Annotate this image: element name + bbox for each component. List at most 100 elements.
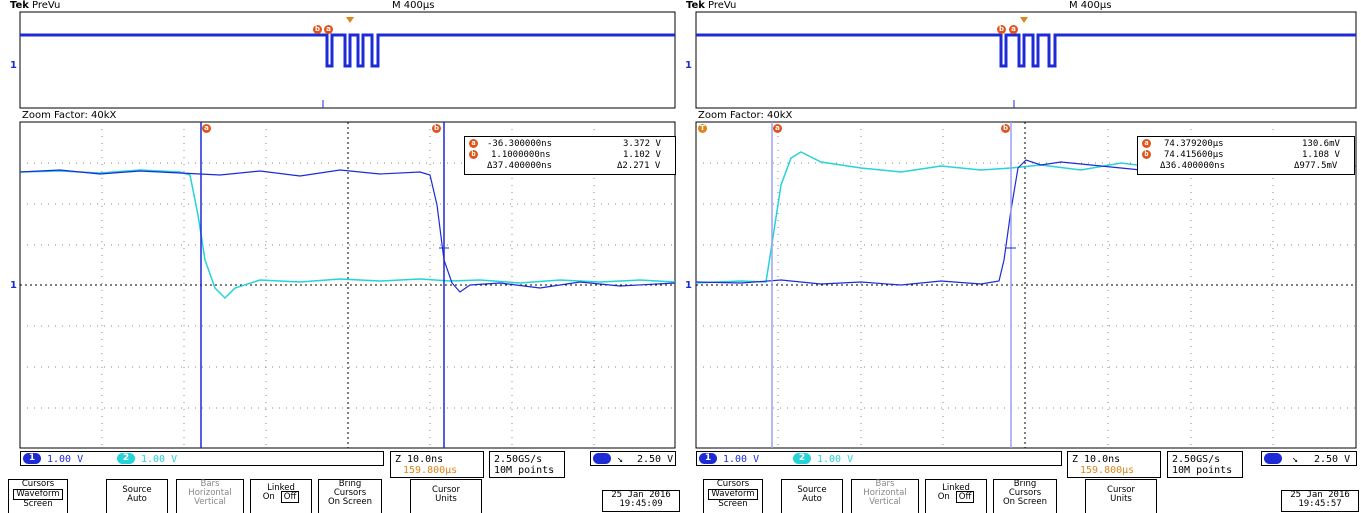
zoom-time: Z 10.0ns	[395, 454, 444, 465]
mode-label: PreVu	[708, 0, 737, 11]
overview-cursor-b-marker: b	[313, 25, 322, 34]
ch1-ground-icon: 1	[10, 280, 17, 291]
softkey-label: Bars	[875, 479, 895, 489]
ch1-scale: 1.00 V	[723, 454, 760, 465]
softkey-label: On Screen	[327, 497, 372, 507]
ch1-ground-icon: 1	[685, 280, 692, 291]
softkey-label: Vertical	[869, 497, 901, 507]
trigger-level: 2.50 V	[1314, 454, 1351, 465]
channel-settings-bar[interactable]: 1 1.00 V 2 1.00 V	[696, 451, 1062, 466]
softkey-label: Vertical	[194, 497, 226, 507]
linked-on-option[interactable]: On	[937, 492, 950, 502]
timebase-label: M 400µs	[1069, 0, 1112, 11]
ch1-overview-ground-icon: 1	[10, 60, 17, 71]
cursor-b-marker[interactable]: b	[432, 124, 441, 133]
bring-cursors-softkey[interactable]: Bring Cursors On Screen	[993, 479, 1057, 513]
trigger-position: 159.800µs	[403, 465, 458, 476]
softkey-label: Horizontal	[188, 488, 232, 498]
overview-cursor-a-marker: a	[324, 25, 333, 34]
bars-softkey[interactable]: Bars Horizontal Vertical	[851, 479, 919, 513]
linked-softkey[interactable]: Linked On Off	[250, 479, 312, 513]
bars-softkey[interactable]: Bars Horizontal Vertical	[176, 479, 244, 513]
readout-a-icon: a	[469, 139, 478, 148]
softkey-label: Bars	[200, 479, 220, 489]
zoom-factor-label: Zoom Factor: 40kX	[698, 110, 793, 121]
horizontal-settings[interactable]: Z 10.0ns 159.800µs	[390, 451, 484, 478]
date-label: 25 Jan 2016	[611, 490, 671, 500]
cursor-b-marker[interactable]: b	[1001, 124, 1010, 133]
record-length: 10M points	[494, 465, 555, 476]
ch1-badge: 1	[23, 453, 41, 464]
timebase-label: M 400µs	[392, 0, 435, 11]
ch1-badge: 1	[699, 453, 717, 464]
readout-b-icon: b	[1142, 150, 1151, 159]
softkey-label: Bring	[1013, 479, 1037, 489]
readout-b-time: 1.1000000ns	[491, 150, 551, 160]
ch1-scale: 1.00 V	[47, 454, 84, 465]
softkey-label: Screen	[23, 499, 53, 509]
ch2-scale: 1.00 V	[817, 454, 854, 465]
softkey-label: Auto	[802, 494, 822, 504]
scope-screen-right: Tek PreVu M 400µs b a 1 Zoom Factor: 40k…	[681, 0, 1361, 513]
trigger-settings[interactable]: ↘ 2.50 V	[1261, 451, 1357, 466]
source-softkey[interactable]: Source Auto	[781, 479, 843, 513]
readout-delta-time: Δ37.400000ns	[487, 161, 553, 171]
softkey-label: Units	[435, 494, 457, 504]
readout-a-time: -36.300000ns	[487, 139, 553, 149]
horizontal-settings[interactable]: Z 10.0ns 159.800µs	[1067, 451, 1161, 478]
linked-on-option[interactable]: On	[262, 492, 275, 502]
cursor-units-softkey[interactable]: Cursor Units	[410, 479, 482, 513]
softkey-label: Cursors	[716, 479, 750, 489]
readout-delta-volt: Δ977.5mV	[1294, 161, 1338, 171]
trigger-ch1-badge	[593, 453, 611, 464]
ch1-overview-ground-icon: 1	[685, 60, 692, 71]
trigger-settings[interactable]: ↘ 2.50 V	[590, 451, 676, 466]
ch2-badge: 2	[117, 453, 135, 464]
softkey-label: Screen	[718, 499, 748, 509]
softkey-selected: Waveform	[708, 489, 758, 500]
brand-label: Tek	[10, 0, 29, 11]
readout-a-time: 74.379200µs	[1164, 139, 1224, 149]
softkey-label: Cursor	[1107, 485, 1135, 495]
readout-delta-time: Δ36.400000ns	[1160, 161, 1226, 171]
readout-a-volt: 3.372 V	[623, 139, 661, 149]
readout-a-icon: a	[1142, 139, 1151, 148]
zoom-time: Z 10.0ns	[1072, 454, 1121, 465]
trigger-position-icon	[1020, 17, 1028, 23]
time-label: 19:45:57	[1298, 499, 1342, 509]
linked-off-option[interactable]: Off	[955, 491, 975, 503]
softkey-label: Source	[122, 485, 152, 495]
cursors-softkey[interactable]: Cursors Waveform Screen	[703, 479, 763, 513]
overview-panel	[695, 11, 1357, 109]
cursors-softkey[interactable]: Cursors Waveform Screen	[8, 479, 68, 513]
record-length: 10M points	[1172, 465, 1233, 476]
cursor-units-softkey[interactable]: Cursor Units	[1085, 479, 1157, 513]
readout-a-volt: 130.6mV	[1302, 139, 1340, 149]
zoom-graticule	[19, 121, 676, 449]
date-time: 25 Jan 2016 19:45:09	[602, 490, 680, 512]
softkey-label: On Screen	[1002, 497, 1047, 507]
acquisition-settings[interactable]: 2.50GS/s 10M points	[489, 451, 565, 478]
source-softkey[interactable]: Source Auto	[106, 479, 168, 513]
softkey-label: Source	[797, 485, 827, 495]
time-label: 19:45:09	[619, 499, 663, 509]
mode-label: PreVu	[32, 0, 61, 11]
acquisition-settings[interactable]: 2.50GS/s 10M points	[1167, 451, 1243, 478]
brand-label: Tek	[686, 0, 705, 11]
softkey-label: Linked	[267, 483, 295, 493]
softkey-label: Auto	[127, 494, 147, 504]
linked-off-option[interactable]: Off	[280, 491, 300, 503]
softkey-label: Linked	[942, 483, 970, 493]
channel-settings-bar[interactable]: 1 1.00 V 2 1.00 V	[20, 451, 384, 466]
linked-softkey[interactable]: Linked On Off	[925, 479, 987, 513]
trigger-position: 159.800µs	[1080, 465, 1135, 476]
softkey-label: Units	[1110, 494, 1132, 504]
bring-cursors-softkey[interactable]: Bring Cursors On Screen	[318, 479, 382, 513]
cursor-a-marker[interactable]: a	[202, 124, 211, 133]
date-label: 25 Jan 2016	[1290, 490, 1350, 500]
readout-delta-volt: Δ2.271 V	[617, 161, 661, 171]
trigger-marker-icon: T	[698, 124, 707, 133]
softkey-label: Cursors	[21, 479, 55, 489]
readout-b-volt: 1.102 V	[623, 150, 661, 160]
cursor-a-marker[interactable]: a	[773, 124, 782, 133]
